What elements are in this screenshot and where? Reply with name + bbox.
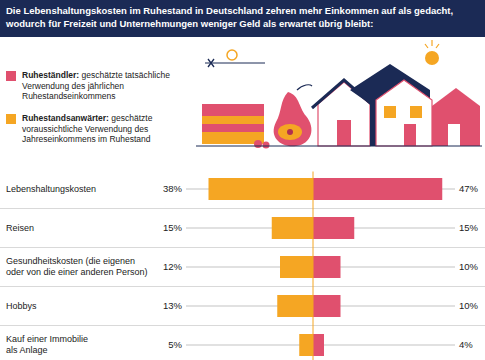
data-label: 13% xyxy=(150,300,182,311)
deco-circle xyxy=(227,50,237,60)
data-label: 38% xyxy=(150,183,182,194)
legend-swatch xyxy=(6,71,16,81)
data-label: 5% xyxy=(150,339,182,350)
data-label: 4% xyxy=(459,339,473,350)
illustration xyxy=(196,40,482,149)
row-separator xyxy=(0,208,485,209)
bar xyxy=(313,334,324,356)
row-separator xyxy=(0,325,485,326)
house-pink xyxy=(432,88,480,146)
category-label: Kauf einer Immobilie als Anlage xyxy=(6,334,91,356)
house-window xyxy=(410,106,422,118)
header-band xyxy=(0,0,485,37)
title: Die Lebenshaltungskosten im Ruhestand in… xyxy=(6,4,481,30)
cake-top xyxy=(202,104,264,116)
data-label: 47% xyxy=(459,183,478,194)
bar xyxy=(280,256,313,278)
leaf xyxy=(297,85,312,90)
category-label: Gesundheitskosten (die eigenen oder von … xyxy=(6,256,151,278)
deco-berry xyxy=(263,142,270,149)
bar xyxy=(299,334,313,356)
bar xyxy=(313,217,354,239)
cake-layer xyxy=(202,124,264,132)
cake-layer xyxy=(202,116,264,124)
house-door xyxy=(404,124,416,146)
pear-seed xyxy=(287,129,293,135)
house xyxy=(376,80,432,146)
bar xyxy=(313,295,341,317)
chart-root: Die Lebenshaltungskosten im Ruhestand in… xyxy=(0,0,485,360)
bar xyxy=(313,178,442,200)
bar xyxy=(313,256,341,278)
chart-svg xyxy=(0,0,485,360)
legend-entry: Ruheständler: geschätzte tatsächliche Ve… xyxy=(22,70,172,102)
deco-cross xyxy=(208,59,214,67)
row-separator xyxy=(0,247,485,248)
data-label: 15% xyxy=(459,222,478,233)
category-label: Reisen xyxy=(6,223,37,234)
house-door xyxy=(337,120,351,146)
bar xyxy=(277,295,313,317)
house-door xyxy=(448,124,460,146)
bars xyxy=(209,178,443,356)
legend-entry: Ruhestandsanwärter: geschätzte voraussic… xyxy=(22,113,172,145)
category-label: Hobbys xyxy=(6,301,40,312)
data-label: 10% xyxy=(459,300,478,311)
data-label: 15% xyxy=(150,222,182,233)
ground-line xyxy=(196,146,482,147)
deco-line xyxy=(205,63,265,64)
data-label: 12% xyxy=(150,261,182,272)
pear xyxy=(274,92,312,146)
category-label: Lebenshaltungskosten xyxy=(6,184,99,195)
center-axis xyxy=(313,172,314,360)
row-separator xyxy=(0,286,485,287)
deco-rays xyxy=(425,40,439,48)
pear-half xyxy=(278,124,302,140)
data-label: 10% xyxy=(459,261,478,272)
deco-coin xyxy=(425,51,439,65)
legend-swatch xyxy=(6,114,16,124)
deco-berry xyxy=(254,140,262,148)
house-window xyxy=(384,106,396,118)
bar xyxy=(209,178,314,200)
bar xyxy=(272,217,313,239)
